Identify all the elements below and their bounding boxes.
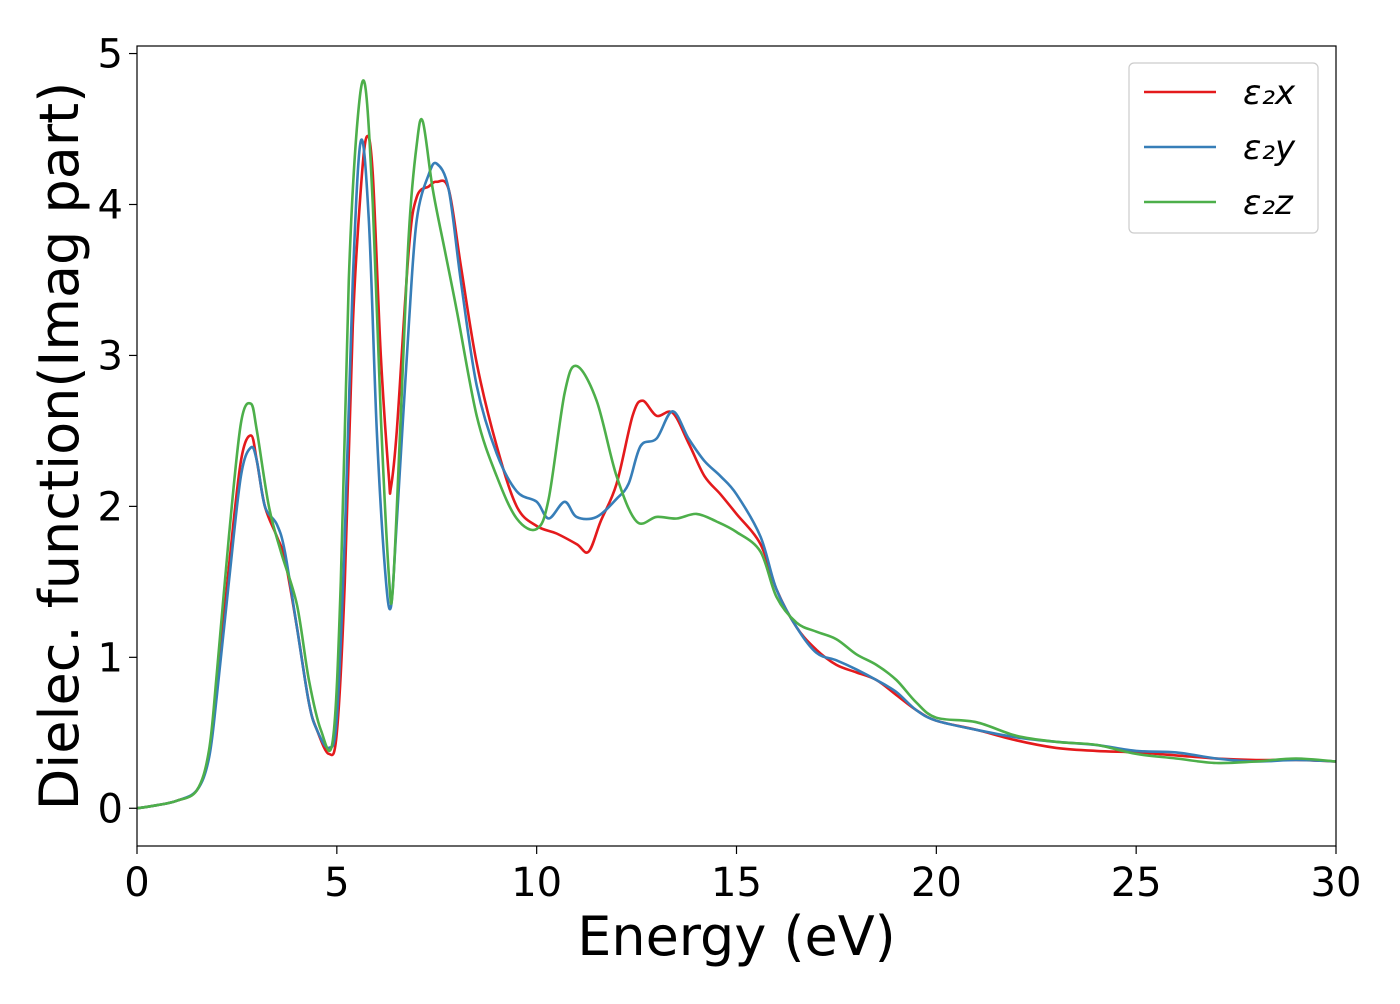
y-tick-label: 4: [98, 182, 123, 228]
series-line-e2y: [137, 138, 1336, 810]
x-tick-label: 20: [911, 860, 962, 906]
x-tick-label: 15: [711, 860, 762, 906]
x-tick-label: 25: [1111, 860, 1162, 906]
series-line-e2z: [137, 79, 1336, 810]
series-layer: [137, 79, 1336, 810]
y-tick-label: 1: [98, 635, 123, 681]
y-tick-label: 5: [98, 32, 123, 78]
legend: ε₂x ε₂y ε₂z: [1128, 62, 1319, 234]
x-tick-label: 0: [124, 860, 149, 906]
y-tick-label: 2: [98, 484, 123, 530]
x-axis-title: Energy (eV): [577, 905, 896, 968]
x-tick-label: 5: [324, 860, 349, 906]
series-line-e2x: [137, 134, 1336, 810]
x-tick-label: 10: [511, 860, 562, 906]
tick-layer: 0 5 10 15 20 25 30 0 1 2 3 4 5: [98, 32, 1362, 906]
legend-box: [1128, 62, 1319, 234]
y-tick-label: 3: [98, 333, 123, 379]
y-tick-label: 0: [98, 786, 123, 832]
x-tick-label: 30: [1311, 860, 1362, 906]
legend-label: ε₂z: [1243, 183, 1294, 223]
legend-label: ε₂x: [1243, 73, 1296, 113]
y-axis-title: Dielec. function(Imag part): [28, 82, 91, 811]
legend-label: ε₂y: [1243, 128, 1296, 168]
